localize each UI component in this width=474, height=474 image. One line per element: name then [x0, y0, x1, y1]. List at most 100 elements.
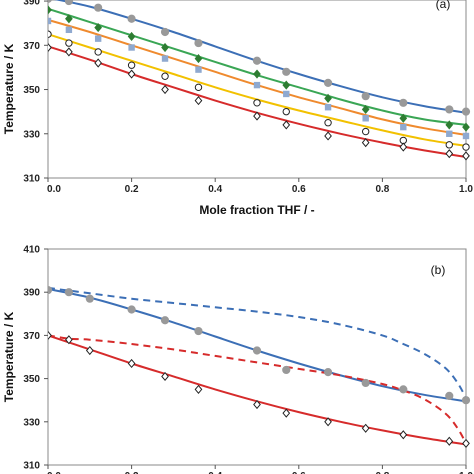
data-point-s1-9: [361, 104, 370, 115]
y-tick-label: 370: [23, 331, 40, 342]
data-point-s4-4: [161, 84, 169, 95]
data-point-s1-0: [48, 5, 52, 15]
data-point-s2-5: [195, 66, 202, 73]
data-point-s2-6: [253, 81, 261, 89]
y-tick-label: 310: [23, 174, 40, 185]
data-point-s4-10: [399, 142, 408, 152]
data-point-s0-8: [323, 368, 333, 377]
data-point-s0-8: [323, 78, 333, 87]
data-point-s3-2: [94, 48, 102, 56]
x-tick-label: 0.0: [47, 471, 61, 474]
data-point-s1-6: [253, 69, 261, 79]
x-tick-label: 0.6: [292, 184, 306, 195]
data-point-s0-7: [282, 365, 291, 375]
data-point-s0-6: [252, 56, 262, 65]
data-point-s4-3: [127, 69, 136, 79]
plot-frame: [47, 0, 467, 179]
y-tick-label: 410: [23, 245, 40, 256]
series-line-2: [48, 286, 467, 399]
panel-label: (b): [431, 263, 446, 277]
data-point-s3-3: [127, 61, 136, 69]
x-tick-label: 0.0: [47, 184, 61, 195]
data-point-s1-7: [282, 408, 291, 418]
data-point-s3-1: [65, 39, 73, 47]
data-point-s1-11: [445, 120, 454, 130]
data-point-s4-7: [282, 120, 291, 130]
series-line-0: [54, 0, 467, 114]
data-point-s1-10: [399, 113, 408, 123]
data-point-s0-9: [361, 378, 370, 388]
data-point-s4-2: [94, 58, 103, 68]
data-point-s0-9: [361, 92, 370, 101]
data-point-s1-8: [324, 417, 332, 427]
data-point-s0-1: [64, 0, 73, 6]
data-point-s1-9: [361, 423, 370, 433]
data-point-s1-0: [48, 330, 52, 340]
data-point-s0-2: [94, 3, 103, 12]
data-point-s3-4: [161, 72, 169, 80]
plot-frame: [47, 248, 467, 466]
data-point-s0-5: [194, 326, 203, 336]
data-point-s3-5: [194, 83, 203, 92]
data-point-s1-5: [194, 384, 203, 394]
data-point-s0-5: [194, 38, 203, 48]
data-point-s1-12: [462, 122, 470, 132]
data-point-s1-4: [161, 42, 169, 53]
data-point-s2-10: [400, 123, 407, 131]
y-tick-label: 390: [23, 0, 40, 8]
data-point-s4-6: [253, 111, 261, 121]
data-point-s0-0: [48, 0, 52, 3]
y-axis-label: Temperature / K: [2, 43, 16, 134]
data-point-s4-12: [462, 151, 470, 161]
x-tick-label: 1.0: [459, 184, 473, 195]
data-point-s3-11: [445, 141, 453, 149]
plot-area: [48, 285, 471, 448]
x-tick-label: 1.0: [459, 471, 473, 474]
data-point-s1-6: [253, 399, 261, 410]
data-point-s0-10: [399, 98, 408, 107]
data-point-s0-4: [160, 27, 170, 37]
data-point-s2-0: [48, 17, 52, 25]
data-point-s3-7: [282, 107, 290, 116]
data-point-s0-0: [48, 285, 53, 295]
data-point-s3-9: [361, 127, 370, 136]
y-tick-label: 390: [23, 288, 40, 299]
data-point-s2-8: [324, 104, 332, 111]
chart-panel-1: 310 330 350 370 390 410 0.0 0.2 0.4 0.6 0.8 1.0 Temp…: [2, 245, 473, 474]
data-point-s1-2: [85, 345, 94, 356]
x-axis-label: Mole fraction THF / -: [199, 203, 314, 217]
data-point-s2-7: [283, 90, 290, 98]
x-tick-label: 0.2: [125, 184, 139, 195]
x-tick-label: 0.2: [125, 471, 139, 474]
data-point-s1-7: [282, 80, 291, 90]
data-point-s4-8: [324, 131, 332, 141]
y-axis-label: Temperature / K: [2, 311, 16, 402]
x-tick-label: 0.4: [208, 184, 222, 195]
x-tick-label: 0.4: [208, 471, 222, 474]
data-point-s0-12: [461, 396, 471, 405]
data-point-s1-1: [65, 335, 73, 345]
series-line-3: [48, 334, 467, 444]
data-point-s4-1: [65, 47, 73, 57]
data-point-s0-10: [399, 385, 408, 394]
data-point-s3-0: [48, 30, 52, 38]
data-point-s2-2: [94, 35, 102, 42]
data-point-s0-3: [127, 14, 136, 23]
data-point-s0-6: [252, 346, 262, 355]
x-tick-label: 0.6: [292, 471, 306, 474]
data-point-s0-2: [85, 294, 94, 303]
data-point-s1-4: [161, 371, 169, 382]
data-point-s1-3: [127, 31, 136, 42]
plot-area: [48, 0, 471, 161]
y-tick-label: 350: [23, 85, 40, 96]
data-point-s2-4: [161, 55, 169, 62]
data-point-s0-7: [282, 67, 291, 76]
data-point-s1-10: [399, 430, 408, 440]
data-point-s0-12: [461, 107, 471, 116]
data-point-s0-4: [160, 316, 170, 325]
x-tick-label: 0.8: [375, 471, 389, 474]
data-point-s3-8: [324, 119, 332, 127]
data-point-s1-8: [324, 93, 332, 103]
data-point-s3-12: [462, 143, 470, 151]
